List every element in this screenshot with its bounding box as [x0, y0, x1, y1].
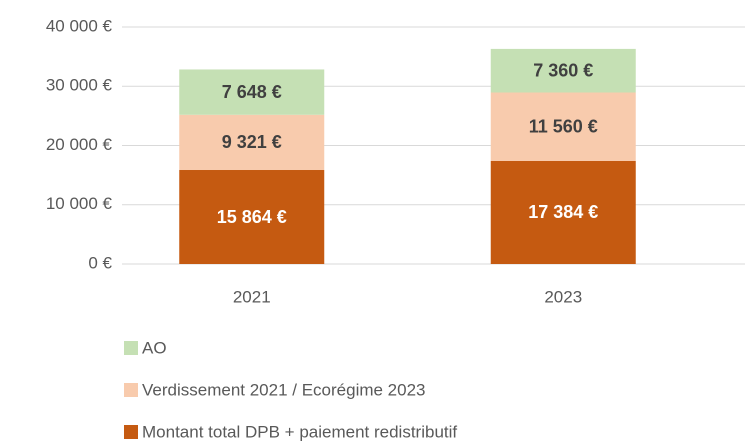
y-tick-label: 30 000 € [46, 76, 113, 95]
x-tick-label: 2023 [544, 287, 582, 306]
legend-label: AO [142, 338, 167, 357]
x-tick-label: 2021 [233, 287, 271, 306]
data-label: 15 864 € [217, 207, 287, 227]
y-tick-label: 20 000 € [46, 135, 113, 154]
legend-swatch [124, 341, 138, 355]
bar-segment [179, 114, 325, 171]
legend-label: Montant total DPB + paiement redistribut… [142, 422, 457, 441]
bar-segment [179, 69, 325, 115]
legend-swatch [124, 425, 138, 439]
data-label: 17 384 € [528, 202, 598, 222]
data-label: 9 321 € [222, 132, 282, 152]
bar-segment [490, 160, 636, 264]
y-tick-label: 10 000 € [46, 194, 113, 213]
legend-label: Verdissement 2021 / Ecorégime 2023 [142, 380, 426, 399]
data-label: 7 648 € [222, 82, 282, 102]
bar-segment [490, 48, 636, 93]
bar-segment [490, 92, 636, 161]
data-label: 11 560 € [529, 117, 598, 137]
y-tick-label: 0 € [88, 253, 112, 272]
legend-swatch [124, 383, 138, 397]
y-tick-label: 40 000 € [46, 16, 113, 35]
data-label: 7 360 € [533, 60, 593, 80]
bar-segment [179, 170, 325, 264]
